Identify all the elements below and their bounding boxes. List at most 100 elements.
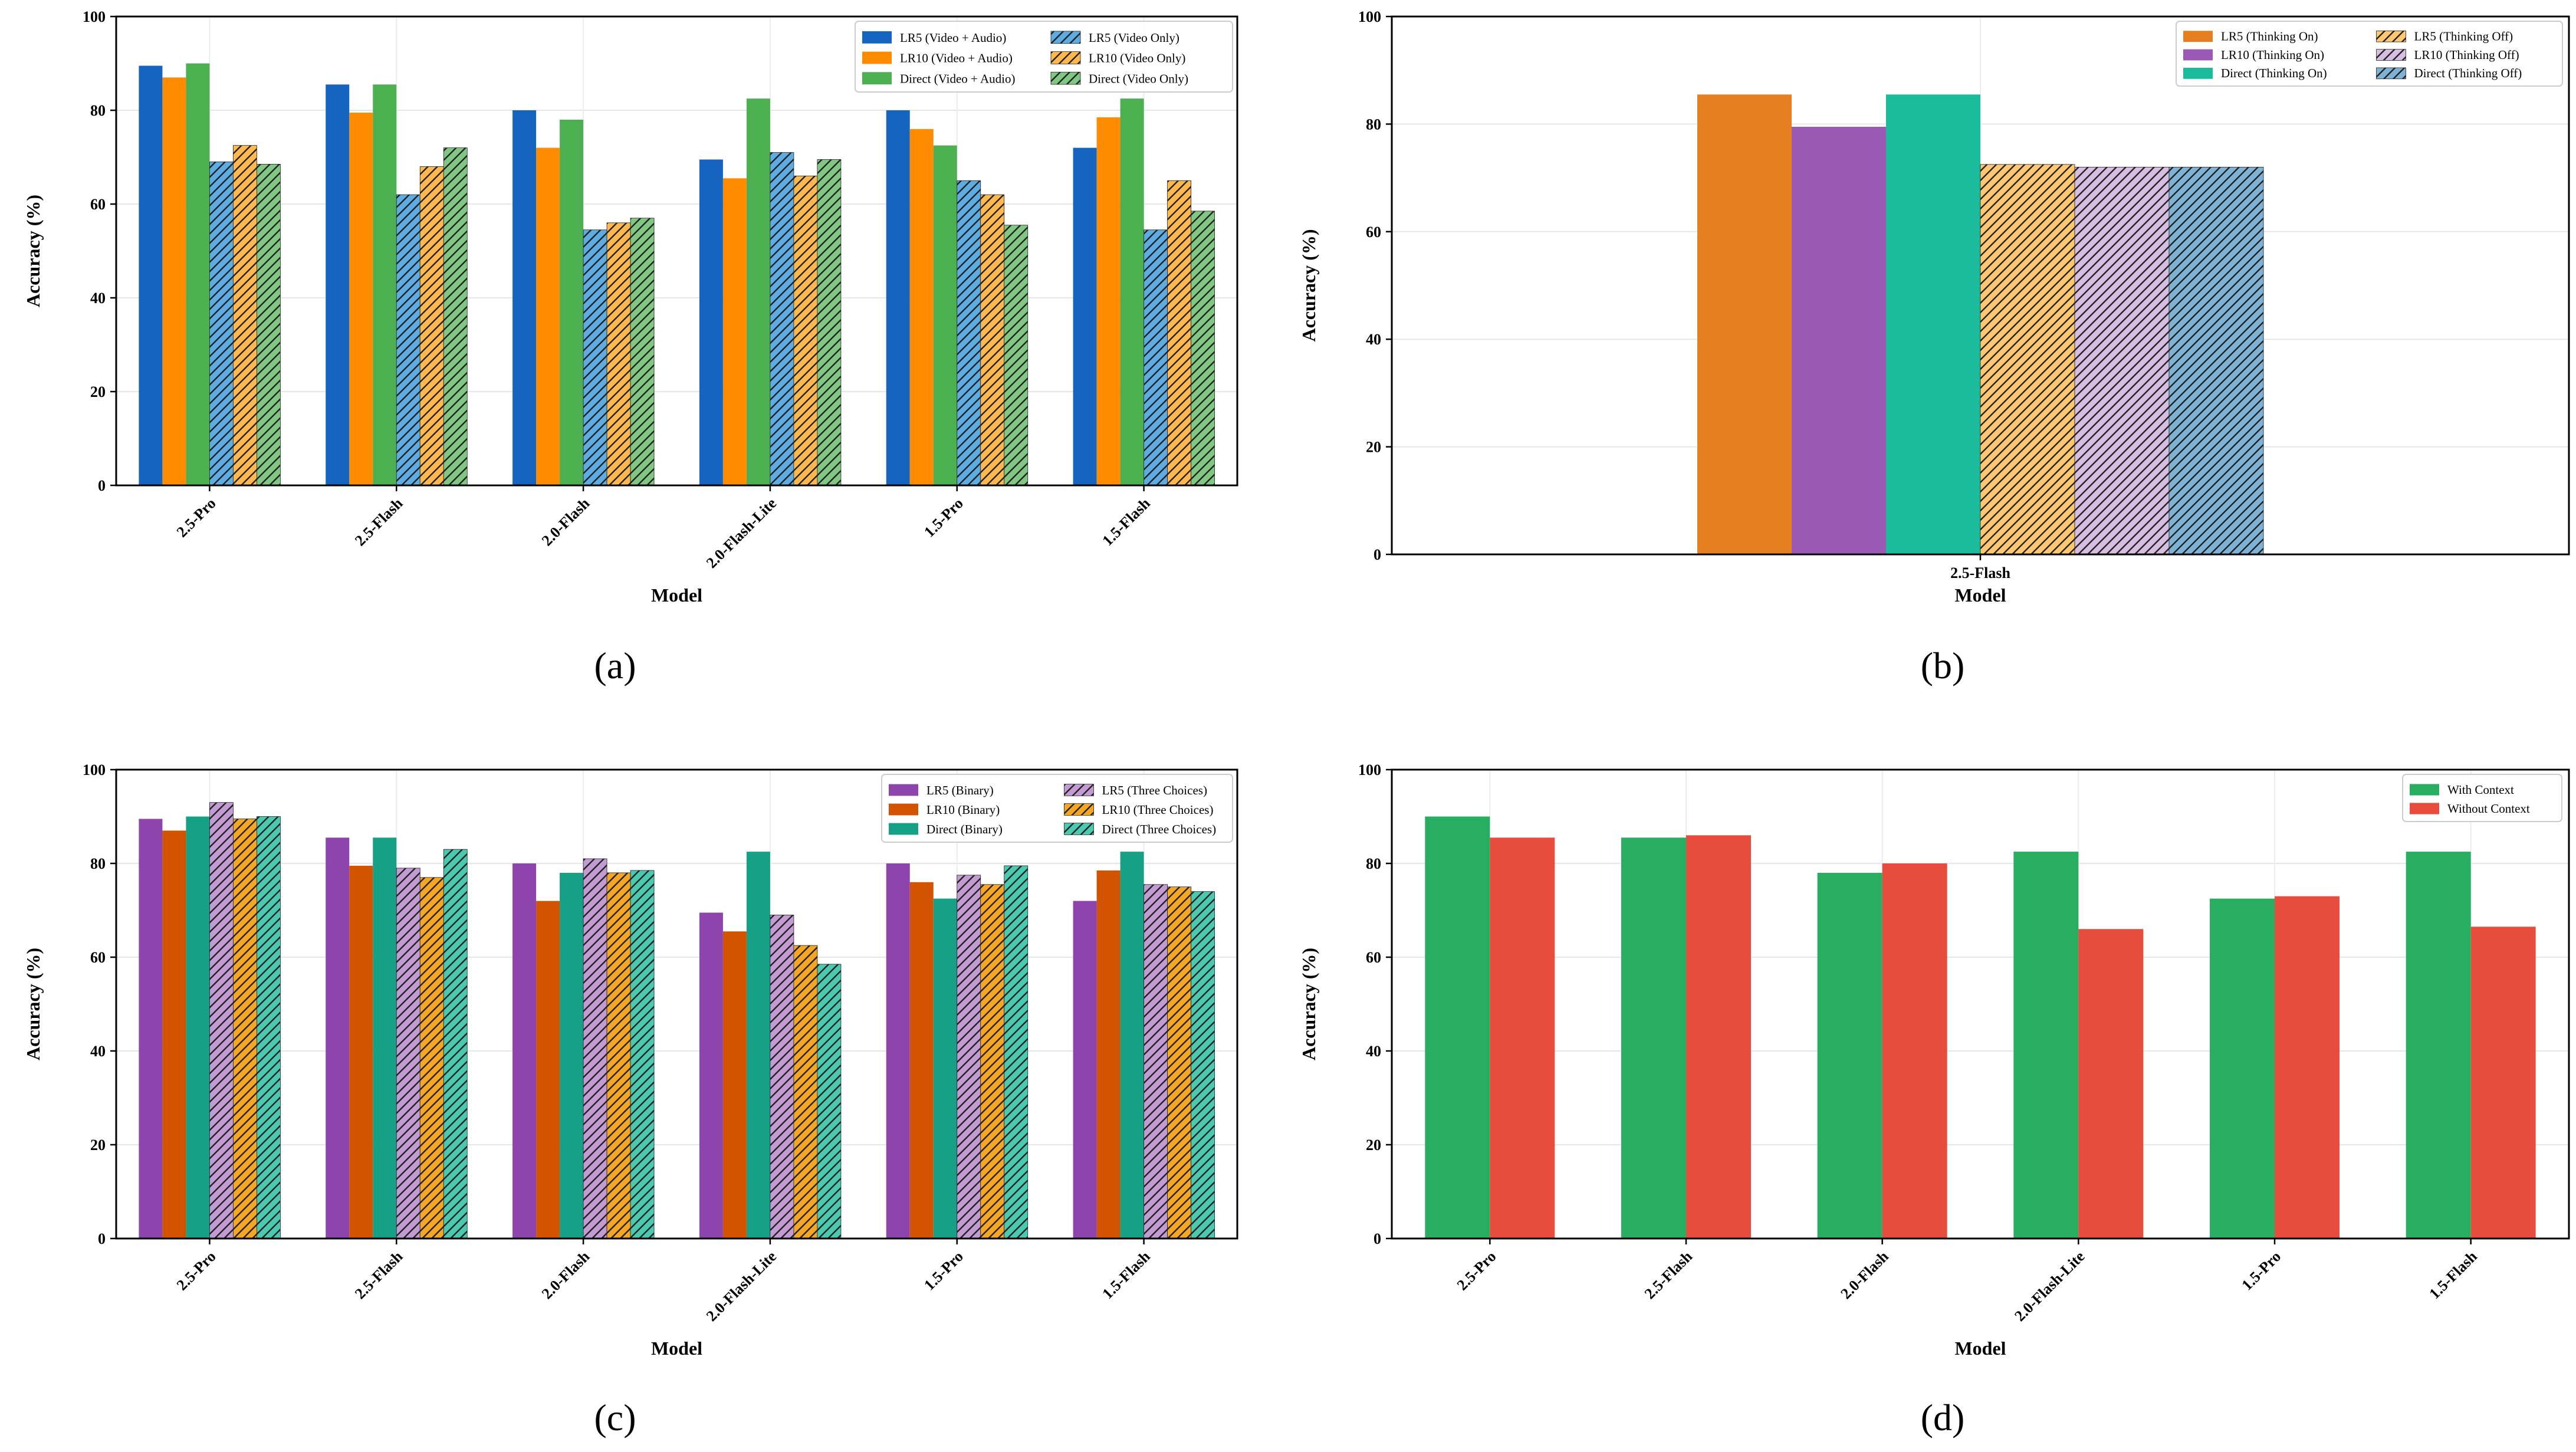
legend-swatch — [889, 784, 918, 796]
x-tick-label: 1.5-Flash — [2426, 1247, 2480, 1302]
bar-a-s4-c1 — [419, 166, 444, 486]
legend-swatch — [1050, 31, 1081, 44]
bar-c-s4-c4 — [980, 884, 1005, 1239]
bar-c-s1-c2 — [536, 901, 560, 1239]
chart-panel-c: 0 20 40 60 80 100 2.5-Pro 2.5-Flash 2.0-Flash 2.0… — [22, 761, 1238, 1438]
bar-c-s1-c3 — [722, 931, 747, 1239]
bar-c-s5-c2 — [630, 870, 655, 1239]
x-tick-label: 2.0-Flash-Lite — [2011, 1248, 2088, 1325]
legend-entry: LR5 (Three Choices) — [1102, 783, 1207, 797]
panel-caption: (c) — [594, 1397, 636, 1438]
bar-a-s0-c2 — [512, 110, 537, 485]
legend-c: LR5 (Binary) LR10 (Binary) Direct (Binary)… — [881, 774, 1233, 843]
bar-d-s0-c3 — [2013, 852, 2079, 1239]
x-axis-label: Model — [1954, 584, 2006, 606]
bar-c-s1-c1 — [349, 865, 373, 1239]
legend-swatch — [2376, 49, 2406, 61]
x-tick-label: 2.0-Flash — [1837, 1247, 1892, 1302]
legend-entry: LR10 (Binary) — [926, 803, 1000, 817]
bar-c-s5-c1 — [443, 849, 468, 1239]
bar-c-s0-c3 — [699, 912, 723, 1239]
legend-swatch — [889, 823, 918, 835]
bar-a-s0-c3 — [699, 159, 723, 486]
bar-c-s0-c1 — [326, 837, 350, 1239]
bar-a-s5-c4 — [1004, 225, 1029, 486]
x-tick-label: 2.5-Flash — [1950, 564, 2010, 582]
legend-swatch — [1064, 823, 1094, 835]
bar-a-s2-c2 — [560, 119, 584, 485]
x-tick-label: 1.5-Pro — [921, 1248, 967, 1294]
bar-a-s2-c0 — [186, 63, 210, 485]
bar-a-s3-c2 — [583, 229, 607, 486]
bar-a-s4-c4 — [980, 194, 1005, 486]
legend-swatch — [1064, 803, 1094, 816]
chart-panel-a: 0 20 40 60 80 100 2.5-Pro 2.5-Flash 2.0-Flash 2.0… — [22, 8, 1238, 686]
x-tick-label: 2.5-Pro — [173, 1248, 219, 1294]
bar-d-s0-c5 — [2406, 852, 2471, 1239]
bar-c-s5-c5 — [1191, 891, 1215, 1239]
y-tick-label: 60 — [90, 196, 106, 213]
legend-swatch — [2410, 784, 2439, 796]
bar-a-s1-c3 — [722, 178, 747, 485]
bar-a-s1-c0 — [162, 77, 186, 486]
legend-entry: LR10 (Video + Audio) — [900, 51, 1013, 65]
bar-a-s5-c2 — [630, 218, 655, 486]
y-tick-label: 60 — [1366, 224, 1381, 241]
x-tick-label: 1.5-Pro — [921, 495, 967, 541]
legend-entry: LR10 (Thinking On) — [2221, 48, 2324, 62]
bar-a-s3-c5 — [1144, 229, 1168, 486]
y-axis-label: Accuracy (%) — [1298, 948, 1319, 1060]
y-tick-label: 80 — [1366, 116, 1381, 133]
bar-a-s3-c4 — [957, 180, 981, 486]
legend-entry: With Context — [2447, 783, 2514, 797]
legend-entry: Direct (Video Only) — [1089, 71, 1188, 86]
legend-entry: LR10 (Thinking Off) — [2414, 48, 2519, 62]
bar-d-s0-c4 — [2210, 898, 2275, 1239]
bar-a-s5-c3 — [817, 159, 842, 486]
legend-swatch — [2410, 803, 2439, 814]
bar-c-s0-c2 — [512, 863, 537, 1239]
legend-entry: Direct (Thinking Off) — [2414, 66, 2522, 80]
plot-frame — [1391, 768, 2570, 1240]
legend-swatch — [2376, 67, 2406, 80]
bar-a-s1-c4 — [909, 129, 934, 486]
y-axis-label: Accuracy (%) — [1298, 229, 1319, 341]
y-tick-label: 40 — [1366, 1043, 1381, 1060]
bar-a-s4-c0 — [233, 145, 257, 486]
legend-entry: Direct (Thinking On) — [2221, 66, 2327, 80]
legend-entry: LR10 (Video Only) — [1089, 51, 1185, 65]
panel-caption: (b) — [1921, 645, 1965, 686]
bar-d-s0-c1 — [1621, 837, 1686, 1239]
bar-d-s0-c2 — [1817, 872, 1882, 1239]
bar-c-s0-c0 — [139, 819, 163, 1239]
x-tick-label: 2.0-Flash — [538, 1247, 593, 1302]
bar-a-s1-c1 — [349, 112, 373, 486]
bar-a-s0-c1 — [326, 84, 350, 485]
y-tick-label: 60 — [90, 949, 106, 966]
bar-c-s3-c4 — [957, 875, 981, 1239]
bar-a-s4-c3 — [793, 175, 818, 486]
bar-c-s5-c3 — [817, 964, 842, 1239]
bar-c-s1-c4 — [909, 882, 934, 1239]
y-tick-label: 40 — [1366, 331, 1381, 348]
bar-c-s1-c5 — [1096, 870, 1121, 1239]
bar-c-s0-c4 — [886, 863, 910, 1239]
bar-a-s5-c0 — [257, 164, 281, 486]
bar-c-s4-c5 — [1167, 886, 1191, 1239]
bar-c-s3-c5 — [1144, 884, 1168, 1239]
y-tick-label: 0 — [98, 1230, 106, 1247]
bar-c-s5-c4 — [1004, 865, 1029, 1239]
bar-a-s2-c3 — [746, 98, 770, 485]
legend-entry: LR5 (Thinking Off) — [2414, 29, 2513, 44]
legend-entry: Direct (Video + Audio) — [900, 71, 1015, 86]
bar-a-s0-c4 — [886, 110, 910, 485]
panel-caption: (a) — [594, 645, 636, 686]
bar-d-s1-c3 — [2078, 929, 2144, 1239]
bar-a-s3-c3 — [770, 152, 794, 486]
y-tick-label: 100 — [83, 761, 106, 778]
bar-c-s2-c2 — [560, 872, 584, 1239]
y-tick-label: 20 — [90, 1136, 106, 1154]
bar-a-s2-c5 — [1120, 98, 1144, 485]
legend-swatch — [862, 31, 892, 44]
